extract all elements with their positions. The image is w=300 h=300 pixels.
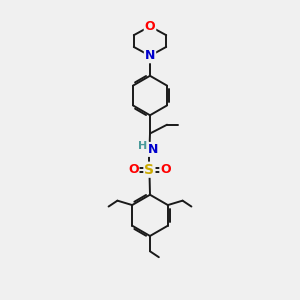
Text: O: O	[160, 163, 171, 176]
Text: O: O	[128, 163, 139, 176]
Text: N: N	[145, 49, 155, 62]
Text: S: S	[144, 163, 154, 177]
Text: H: H	[138, 142, 148, 152]
Text: N: N	[148, 143, 158, 156]
Text: O: O	[145, 20, 155, 33]
